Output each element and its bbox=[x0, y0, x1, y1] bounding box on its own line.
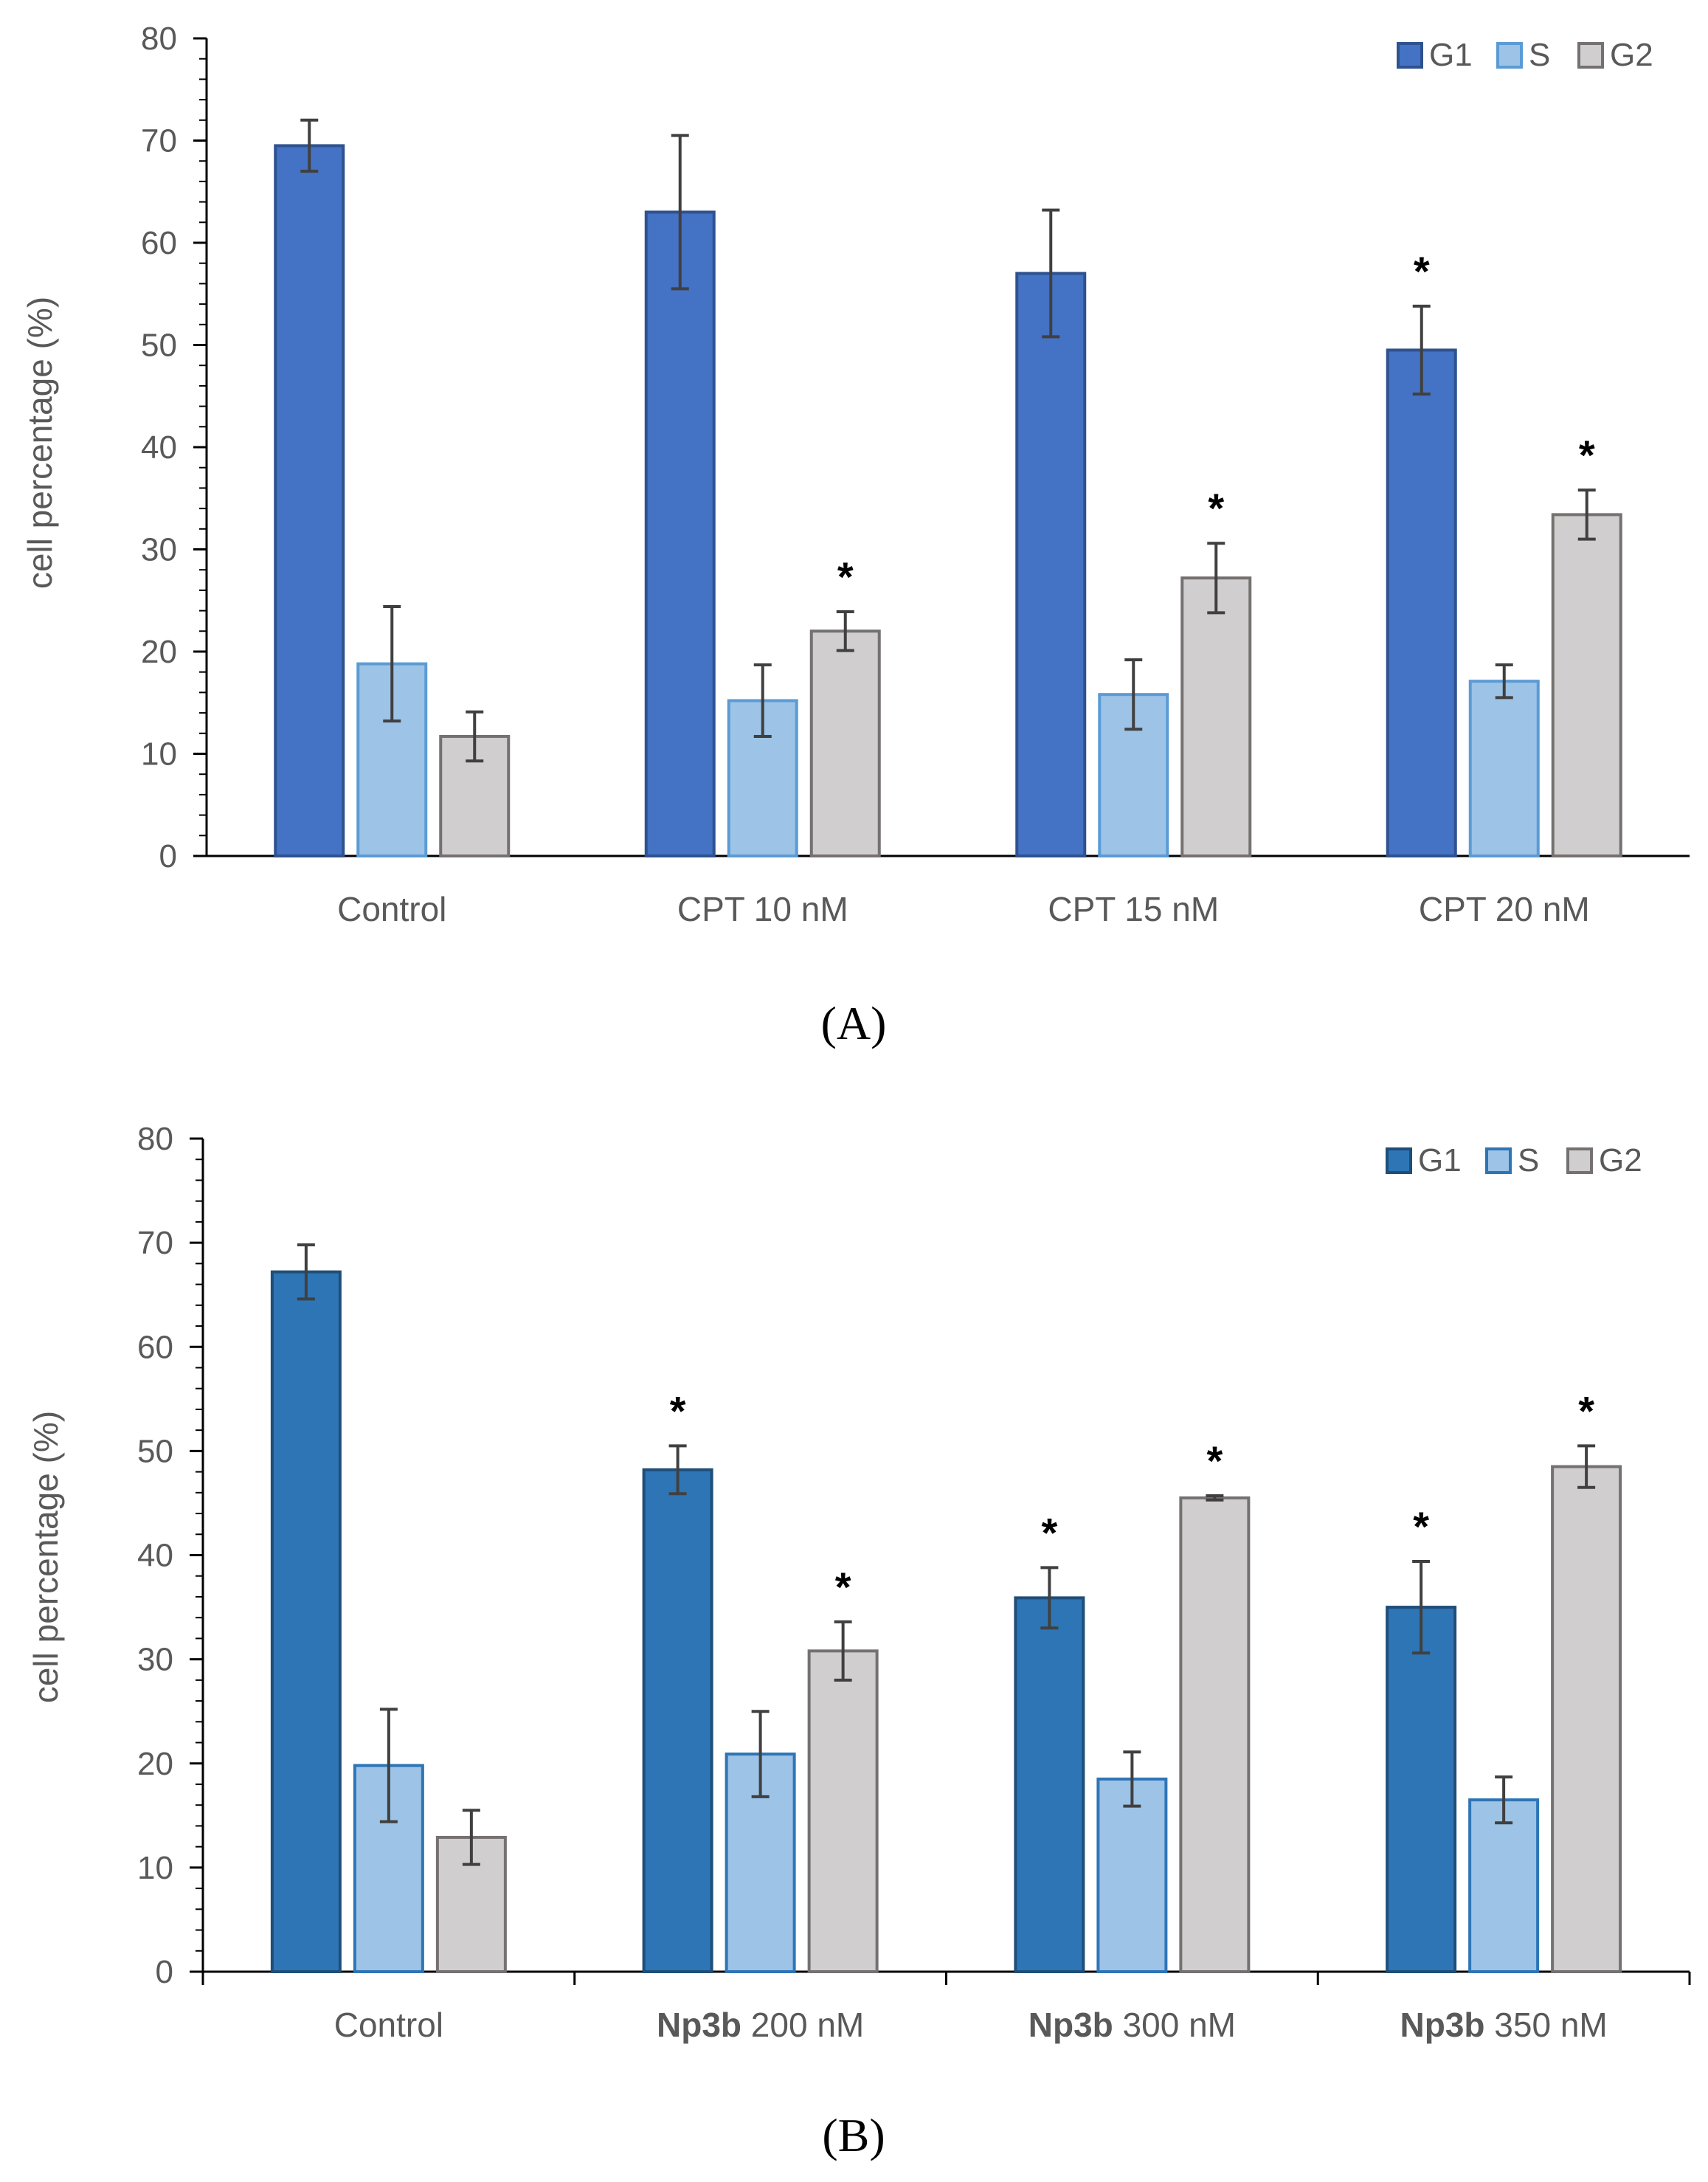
y-tick-label: 10 bbox=[141, 736, 177, 773]
x-category-label: CPT 20 nM bbox=[1419, 890, 1590, 928]
legend-swatch-g2 bbox=[1577, 42, 1604, 69]
legend-swatch-s bbox=[1485, 1147, 1512, 1174]
x-category-label: Np3b 300 nM bbox=[1028, 2006, 1236, 2044]
y-tick-label: 60 bbox=[137, 1329, 173, 1365]
significance-star: * bbox=[1206, 1437, 1223, 1484]
legend-label-s: S bbox=[1518, 1142, 1539, 1178]
bar-g2-3 bbox=[1551, 513, 1622, 857]
x-category-label: Control bbox=[337, 890, 446, 928]
panel-label-b: (B) bbox=[822, 2109, 885, 2161]
y-tick-label: 20 bbox=[137, 1746, 173, 1782]
bar-g2-2 bbox=[1179, 1496, 1251, 1973]
y-tick-label: 50 bbox=[137, 1433, 173, 1469]
panel-label-a: (A) bbox=[821, 997, 887, 1049]
x-category-label-compound: Np3b bbox=[1028, 2006, 1113, 2044]
x-category-label-dose: Control bbox=[337, 890, 446, 928]
significance-star: * bbox=[1041, 1509, 1057, 1556]
x-category-label-dose: 200 nM bbox=[741, 2006, 864, 2044]
bar-g2-2 bbox=[1180, 576, 1252, 858]
legend-label-g2: G2 bbox=[1610, 37, 1653, 73]
significance-star: * bbox=[1414, 248, 1430, 294]
legend-label-g1: G1 bbox=[1418, 1142, 1462, 1178]
legend-swatch-g1 bbox=[1397, 42, 1423, 69]
legend: G1 S G2 bbox=[1386, 1142, 1642, 1178]
legend: G1 S G2 bbox=[1397, 37, 1653, 73]
bar-s-3 bbox=[1468, 680, 1540, 857]
y-tick-label: 30 bbox=[137, 1642, 173, 1678]
significance-star: * bbox=[835, 1564, 851, 1610]
x-category-label-dose: Control bbox=[334, 2006, 443, 2044]
legend-swatch-s bbox=[1496, 42, 1523, 69]
y-tick-label: 10 bbox=[137, 1850, 173, 1886]
y-tick-label: 40 bbox=[137, 1538, 173, 1574]
legend-label-s: S bbox=[1529, 37, 1550, 73]
y-tick-label: 0 bbox=[159, 838, 177, 874]
x-category-label-dose: CPT 15 nM bbox=[1048, 890, 1219, 928]
y-tick-label: 60 bbox=[141, 225, 177, 261]
bar-g1-3 bbox=[1386, 348, 1457, 857]
y-tick-label: 0 bbox=[156, 1954, 173, 1990]
significance-star: * bbox=[837, 553, 854, 600]
bar-g2-1 bbox=[809, 629, 881, 857]
significance-star: * bbox=[1578, 1387, 1594, 1434]
bar-g1-3 bbox=[1386, 1606, 1457, 1973]
x-category-label-dose: CPT 20 nM bbox=[1419, 890, 1590, 928]
y-tick-label: 30 bbox=[141, 532, 177, 568]
significance-star: * bbox=[1579, 432, 1595, 478]
x-category-label: CPT 10 nM bbox=[677, 890, 848, 928]
chart-panel-a: 0 10 20 30 40 50 60 70 80 cell percentage (%) Cont… bbox=[21, 21, 1690, 928]
bar-s-2 bbox=[1096, 1777, 1168, 1973]
y-axis-label: cell percentage (%) bbox=[21, 297, 59, 589]
x-category-label: Control bbox=[334, 2006, 443, 2044]
bar-s-3 bbox=[1468, 1798, 1540, 1974]
significance-star: * bbox=[1413, 1503, 1429, 1550]
y-tick-label: 70 bbox=[137, 1225, 173, 1261]
significance-star: * bbox=[1208, 485, 1224, 531]
x-category-label: CPT 15 nM bbox=[1048, 890, 1219, 928]
bar-g1-1 bbox=[642, 1468, 713, 1973]
y-axis-label: cell percentage (%) bbox=[27, 1411, 65, 1703]
bar-s-1 bbox=[725, 1753, 796, 1974]
x-category-label: Np3b 350 nM bbox=[1400, 2006, 1608, 2044]
x-category-label-dose: CPT 10 nM bbox=[677, 890, 848, 928]
x-category-label-compound: Np3b bbox=[1400, 2006, 1485, 2044]
y-tick-label: 20 bbox=[141, 634, 177, 670]
bar-g2-1 bbox=[807, 1649, 879, 1973]
x-category-label: Np3b 200 nM bbox=[657, 2006, 864, 2044]
y-tick-label: 70 bbox=[141, 123, 177, 159]
y-tick-label: 50 bbox=[141, 328, 177, 364]
legend-swatch-g1 bbox=[1386, 1147, 1412, 1174]
significance-star: * bbox=[670, 1387, 686, 1434]
legend-swatch-g2 bbox=[1566, 1147, 1593, 1174]
legend-label-g2: G2 bbox=[1599, 1142, 1642, 1178]
bar-g1-2 bbox=[1014, 1596, 1085, 1974]
x-category-label-compound: Np3b bbox=[657, 2006, 741, 2044]
x-category-label-dose: 300 nM bbox=[1113, 2006, 1236, 2044]
y-tick-label: 80 bbox=[137, 1121, 173, 1157]
x-category-label-dose: 350 nM bbox=[1485, 2006, 1608, 2044]
bar-g2-3 bbox=[1551, 1465, 1622, 1973]
bar-g1-1 bbox=[644, 210, 716, 857]
bar-g1-0 bbox=[270, 1270, 342, 1973]
legend-label-g1: G1 bbox=[1429, 37, 1473, 73]
chart-panel-b: 0 10 20 30 40 50 60 70 80 cell percentage (%) Cont… bbox=[27, 1121, 1691, 2044]
y-tick-label: 80 bbox=[141, 21, 177, 57]
bar-g1-0 bbox=[274, 144, 345, 858]
bar-g1-2 bbox=[1015, 272, 1087, 857]
y-tick-label: 40 bbox=[141, 429, 177, 466]
